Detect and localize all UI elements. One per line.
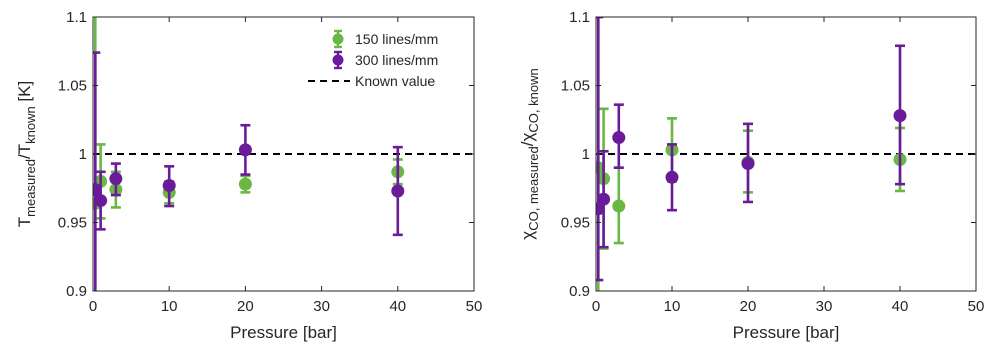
y-axis-label-part: CO, measured: [526, 146, 541, 231]
y-tick-label: 1: [79, 146, 87, 163]
y-axis-label-part: measured: [23, 159, 38, 217]
y-tick-label: 0.9: [66, 283, 87, 300]
legend-label: 300 lines/mm: [355, 52, 438, 68]
y-tick-label: 0.9: [569, 283, 590, 300]
legend-label: Known value: [355, 73, 435, 89]
x-tick-label: 20: [740, 298, 757, 315]
x-tick-label: 30: [816, 298, 833, 315]
series-300-lines: [596, 17, 907, 282]
data-point: [391, 184, 405, 198]
x-tick-label: 50: [968, 298, 985, 315]
y-axis-label: Tmeasured/Tknown [K]: [15, 81, 38, 227]
axes-box: [595, 16, 977, 292]
data-point: [238, 177, 252, 191]
y-axis-label-part: /T: [15, 144, 34, 159]
data-layer: [596, 17, 907, 291]
x-tick-label: 0: [592, 298, 600, 315]
x-tick-label: 0: [89, 298, 97, 315]
data-point: [612, 131, 626, 145]
x-tick-label: 10: [161, 298, 178, 315]
y-axis-label-part: T: [15, 217, 34, 227]
data-point: [109, 172, 123, 186]
y-axis-label-part: known: [23, 106, 38, 144]
legend: 150 lines/mm 300 lines/mm Known value: [308, 29, 438, 89]
x-tick-label: 40: [389, 298, 406, 315]
x-axis-label: Pressure [bar]: [733, 323, 840, 342]
data-point: [665, 170, 679, 184]
data-point: [612, 199, 626, 213]
y-tick-label: 1: [582, 146, 590, 163]
y-tick-label: 0.95: [561, 215, 590, 232]
x-tick-label: 20: [237, 298, 254, 315]
y-tick-label: 1.05: [58, 78, 87, 95]
data-point: [893, 109, 907, 123]
data-point: [238, 143, 252, 157]
panel-co-mole-fraction: 0 10 20 30 40 50 0.9 0.95 1 1.05 1.1 Pressure [bar]…: [518, 9, 984, 342]
data-point: [741, 157, 755, 171]
x-tick-label: 30: [313, 298, 330, 315]
y-axis-label-part: CO, known: [526, 68, 541, 132]
y-axis-label-part: [K]: [15, 81, 34, 107]
data-point: [597, 192, 611, 206]
x-tick-label: 10: [664, 298, 681, 315]
y-axis-label-part: χ: [518, 231, 537, 240]
y-tick-label: 0.95: [58, 215, 87, 232]
series-300-lines: [93, 51, 405, 291]
y-tick-label: 1.1: [569, 9, 590, 26]
y-axis-label: χCO, measured/χCO, known: [518, 68, 541, 239]
data-layer: [93, 17, 405, 291]
panel-temperature: 0 10 20 30 40 50 0.9 0.95 1 1.05 1.1 Pressure [bar]…: [15, 9, 483, 342]
x-tick-label: 40: [892, 298, 909, 315]
data-point: [94, 194, 108, 208]
y-tick-label: 1.1: [66, 9, 87, 26]
y-axis-label-part: /χ: [518, 133, 537, 147]
data-point: [162, 179, 176, 193]
legend-marker: [332, 33, 344, 45]
y-tick-label: 1.05: [561, 78, 590, 95]
legend-label: 150 lines/mm: [355, 31, 438, 47]
x-axis-label: Pressure [bar]: [230, 323, 337, 342]
x-tick-label: 50: [466, 298, 483, 315]
legend-marker: [332, 54, 344, 66]
